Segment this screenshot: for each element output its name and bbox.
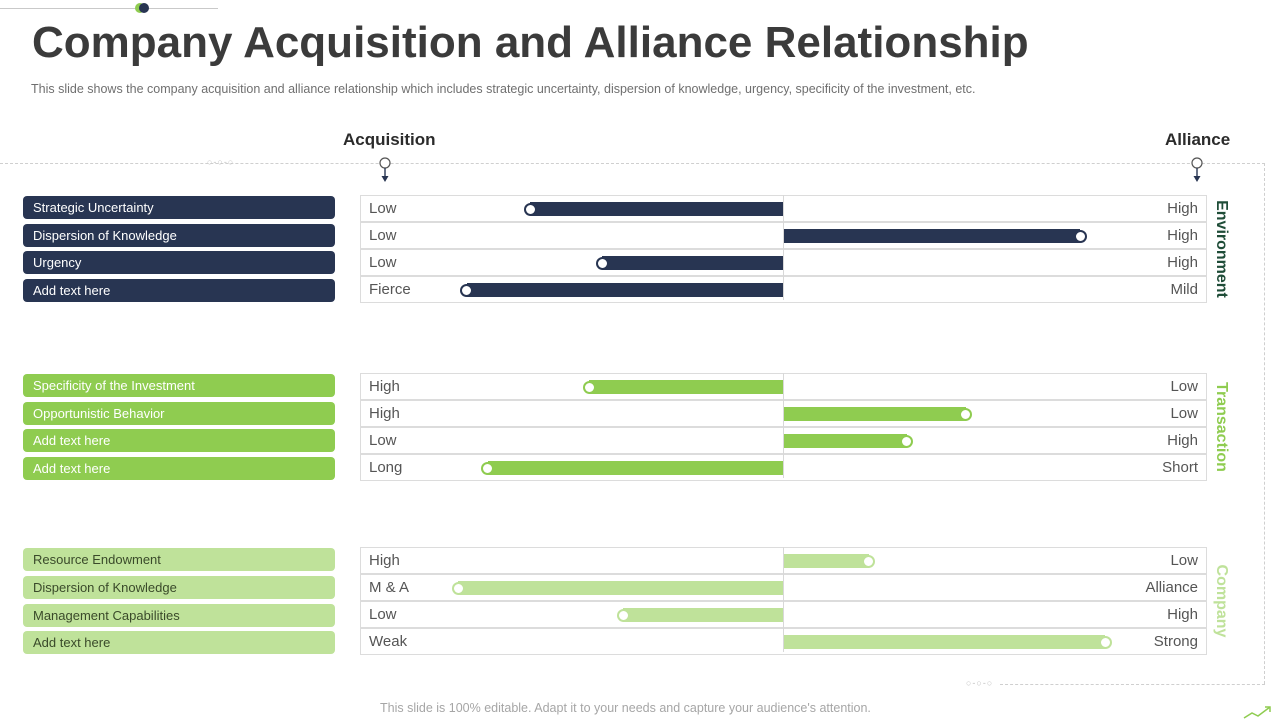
scale-right-label: Mild [1170, 281, 1198, 298]
value-bar [623, 608, 784, 622]
factor-label: Specificity of the Investment [23, 374, 335, 397]
factor-label: Add text here [23, 429, 335, 452]
page-subtitle: This slide shows the company acquisition… [31, 82, 976, 96]
factor-label: Opportunistic Behavior [23, 402, 335, 425]
center-divider [783, 195, 784, 300]
value-bar [602, 256, 784, 270]
scale-right-label: Strong [1153, 633, 1198, 650]
scale-right-label: Alliance [1145, 579, 1198, 596]
scale-right-label: Low [1170, 378, 1198, 395]
value-bar [784, 554, 869, 568]
scale-right-label: High [1167, 227, 1198, 244]
slider-knob[interactable] [959, 407, 973, 421]
factor-label: Add text here [23, 457, 335, 480]
column-header-alliance: Alliance [1165, 130, 1231, 149]
value-bar [458, 581, 784, 595]
group-label-environment: Environment [1213, 200, 1230, 298]
factor-label: Add text here [23, 279, 335, 302]
scale-left-label: High [369, 378, 400, 395]
slider-knob[interactable] [523, 202, 537, 216]
slider-knob[interactable] [900, 434, 914, 448]
slider-knob[interactable] [451, 581, 465, 595]
factor-label: Dispersion of Knowledge [23, 224, 335, 247]
pin-icon-alliance [1191, 157, 1203, 182]
column-header-acquisition: Acquisition [343, 130, 436, 149]
scale-right-label: High [1167, 606, 1198, 623]
dots-icon: ○-○-○ [966, 678, 994, 688]
decorative-dot-navy [139, 3, 149, 13]
factor-label: Dispersion of Knowledge [23, 576, 335, 599]
slider-knob[interactable] [582, 380, 596, 394]
page-title: Company Acquisition and Alliance Relatio… [32, 18, 1029, 67]
scale-left-label: M & A [369, 579, 410, 596]
factor-label: Resource Endowment [23, 548, 335, 571]
slider-knob[interactable] [460, 283, 474, 297]
factor-label: Management Capabilities [23, 604, 335, 627]
factor-label: Strategic Uncertainty [23, 196, 335, 219]
value-bar [487, 461, 784, 475]
pin-icon-acquisition [379, 157, 391, 182]
trend-arrow-icon [1243, 706, 1271, 719]
group-label-transaction: Transaction [1213, 382, 1230, 472]
slider-knob[interactable] [616, 608, 630, 622]
value-bar [589, 380, 784, 394]
scale-left-label: Low [369, 227, 397, 244]
scale-left-label: Low [369, 432, 397, 449]
scale-left-label: Low [369, 254, 397, 271]
slider-knob[interactable] [595, 256, 609, 270]
slider-knob[interactable] [1098, 635, 1112, 649]
value-bar [466, 283, 784, 297]
scale-right-label: High [1167, 200, 1198, 217]
scale-right-label: High [1167, 432, 1198, 449]
dashed-frame-right [1264, 163, 1265, 684]
scale-left-label: Low [369, 200, 397, 217]
value-bar [784, 434, 907, 448]
group-label-company: Company [1213, 564, 1230, 638]
factor-label: Urgency [23, 251, 335, 274]
scale-left-label: Long [369, 459, 403, 476]
value-bar [784, 229, 1081, 243]
scale-right-label: Short [1162, 459, 1198, 476]
slider-knob[interactable] [1073, 229, 1087, 243]
scale-right-label: Low [1170, 405, 1198, 422]
center-divider [783, 547, 784, 652]
dashed-frame-bottom [1000, 684, 1265, 685]
center-divider [783, 373, 784, 478]
footer-note: This slide is 100% editable. Adapt it to… [380, 701, 871, 715]
scale-left-label: Weak [369, 633, 408, 650]
decorative-line [0, 8, 218, 9]
factor-label: Add text here [23, 631, 335, 654]
value-bar [784, 407, 966, 421]
slider-knob[interactable] [481, 461, 495, 475]
value-bar [530, 202, 784, 216]
slider-knob[interactable] [862, 554, 876, 568]
scale-right-label: Low [1170, 552, 1198, 569]
scale-left-label: High [369, 552, 400, 569]
dots-icon: ○-○-○ [207, 157, 235, 167]
scale-left-label: High [369, 405, 400, 422]
value-bar [784, 635, 1106, 649]
scale-left-label: Low [369, 606, 397, 623]
scale-right-label: High [1167, 254, 1198, 271]
dashed-frame-top [0, 163, 1265, 164]
scale-left-label: Fierce [369, 281, 411, 298]
